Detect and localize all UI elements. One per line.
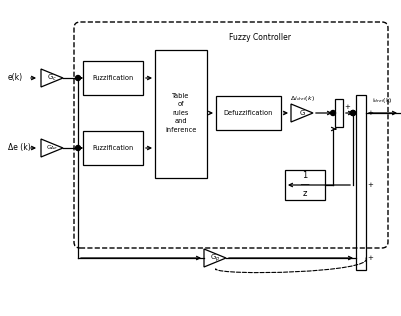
- FancyArrowPatch shape: [215, 258, 365, 273]
- Text: Defuzzification: Defuzzification: [223, 110, 273, 116]
- Text: e(k): e(k): [8, 74, 23, 82]
- Text: G$_p$: G$_p$: [209, 252, 220, 264]
- Text: +: +: [366, 182, 372, 188]
- Text: +: +: [366, 110, 372, 116]
- Text: Fuzzification: Fuzzification: [92, 75, 133, 81]
- Bar: [83, 131, 143, 165]
- Bar: [334, 99, 342, 127]
- Text: i$_{dref}$(k): i$_{dref}$(k): [371, 96, 392, 106]
- Circle shape: [75, 76, 80, 81]
- Circle shape: [350, 111, 354, 116]
- Text: Fuzzification: Fuzzification: [92, 145, 133, 151]
- Bar: [355, 95, 365, 270]
- Text: +: +: [366, 255, 372, 261]
- Text: G$_{\Delta e}$: G$_{\Delta e}$: [46, 143, 58, 152]
- Bar: [284, 170, 324, 200]
- Text: Table
of
rules
and
inference: Table of rules and inference: [165, 93, 196, 133]
- Text: +: +: [343, 104, 349, 110]
- Text: G: G: [299, 110, 304, 116]
- Bar: [83, 61, 143, 95]
- Bar: [215, 96, 280, 130]
- Text: 1
―
z: 1 ― z: [300, 172, 308, 198]
- Circle shape: [350, 111, 354, 116]
- Circle shape: [330, 111, 335, 116]
- Bar: [155, 50, 207, 178]
- Text: Fuzzy Controller: Fuzzy Controller: [229, 33, 290, 42]
- Text: G$_c$: G$_c$: [47, 73, 57, 83]
- Text: Δe (k): Δe (k): [8, 143, 30, 153]
- Circle shape: [75, 145, 80, 150]
- Text: $\Delta i_{dref}(k)$: $\Delta i_{dref}(k)$: [289, 94, 314, 104]
